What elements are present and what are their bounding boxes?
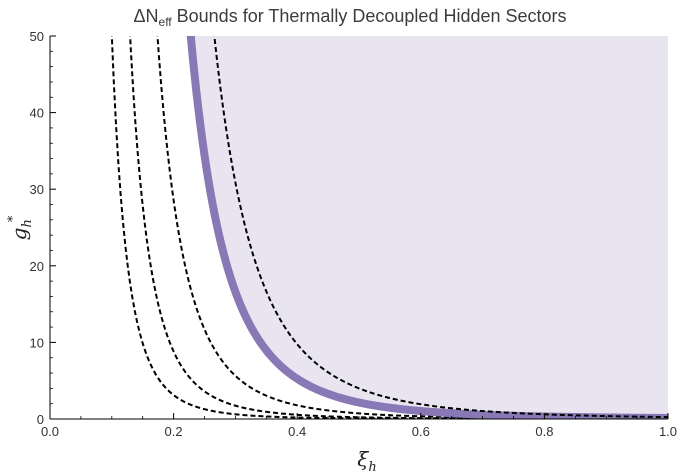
y-tick-label-1: 10 [30, 335, 44, 350]
series-band-curve [186, 36, 668, 419]
title-suffix: Bounds for Thermally Decoupled Hidden Se… [172, 6, 567, 26]
svg-text:gh*: gh* [6, 215, 35, 240]
x-tick-label-1: 0.2 [165, 424, 183, 439]
y-axis-label-subscript: h [20, 219, 35, 227]
x-tick-label-3: 0.6 [412, 424, 430, 439]
x-tick-label-0: 0.0 [41, 424, 59, 439]
plot-area [110, 36, 668, 419]
y-tick-label-0: 0 [37, 412, 44, 427]
y-tick-label-2: 20 [30, 259, 44, 274]
y-axis-label-base: g [7, 228, 31, 241]
series-dashed-curve-5 [213, 36, 668, 419]
chart-title: ΔNeff Bounds for Thermally Decoupled Hid… [133, 6, 566, 29]
shaded-region [190, 36, 668, 418]
x-tick-label-2: 0.4 [288, 424, 306, 439]
x-axis-label: ξh [357, 447, 376, 471]
x-axis-label-base: ξ [357, 447, 369, 471]
axes: 0.0 0.2 0.4 0.6 0.8 1.0 0 10 20 30 40 50 [30, 29, 678, 439]
title-subscript: eff [159, 15, 173, 29]
x-tick-label-5: 1.0 [659, 424, 677, 439]
title-prefix: ΔN [133, 6, 158, 26]
y-tick-label-3: 30 [30, 182, 44, 197]
y-tick-label-4: 40 [30, 106, 44, 121]
y-tick-label-5: 50 [30, 29, 44, 44]
x-tick-label-4: 0.8 [535, 424, 553, 439]
y-axis-label-superscript: * [6, 215, 21, 222]
x-axis-label-subscript: h [368, 460, 376, 471]
y-axis-label: gh* [6, 215, 35, 240]
